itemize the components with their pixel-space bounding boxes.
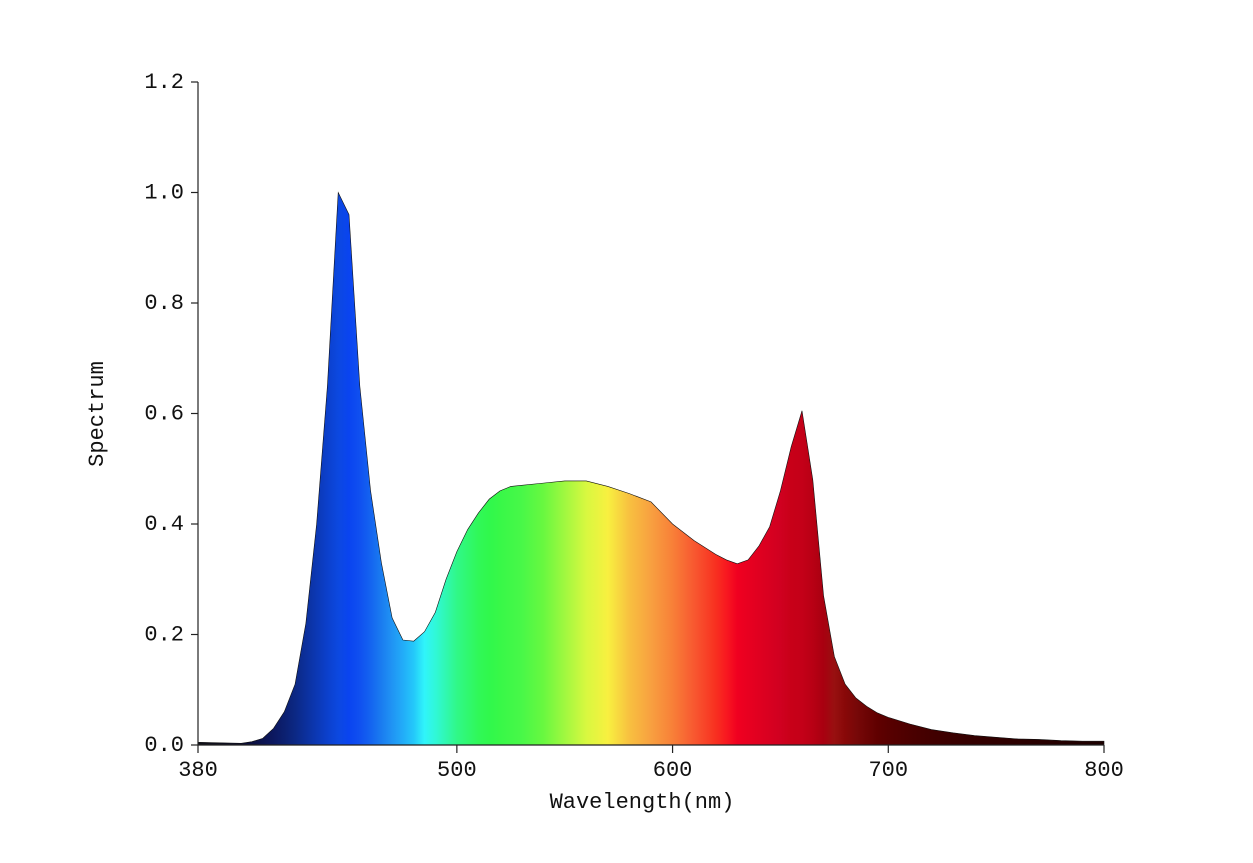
y-tick-label: 0.8	[144, 291, 184, 316]
x-tick-label: 500	[437, 758, 477, 783]
x-axis-label: Wavelength(nm)	[550, 790, 735, 815]
y-axis-label: Spectrum	[85, 361, 110, 467]
y-tick-label: 0.6	[144, 401, 184, 426]
y-tick-label: 1.2	[144, 70, 184, 95]
x-tick-label: 700	[868, 758, 908, 783]
y-tick-label: 1.0	[144, 180, 184, 205]
x-tick-label: 380	[178, 758, 218, 783]
y-tick-label: 0.0	[144, 733, 184, 758]
x-tick-label: 800	[1084, 758, 1124, 783]
spectrum-area	[197, 191, 1105, 746]
y-tick-label: 0.2	[144, 622, 184, 647]
x-tick-label: 600	[653, 758, 693, 783]
y-tick-label: 0.4	[144, 512, 184, 537]
